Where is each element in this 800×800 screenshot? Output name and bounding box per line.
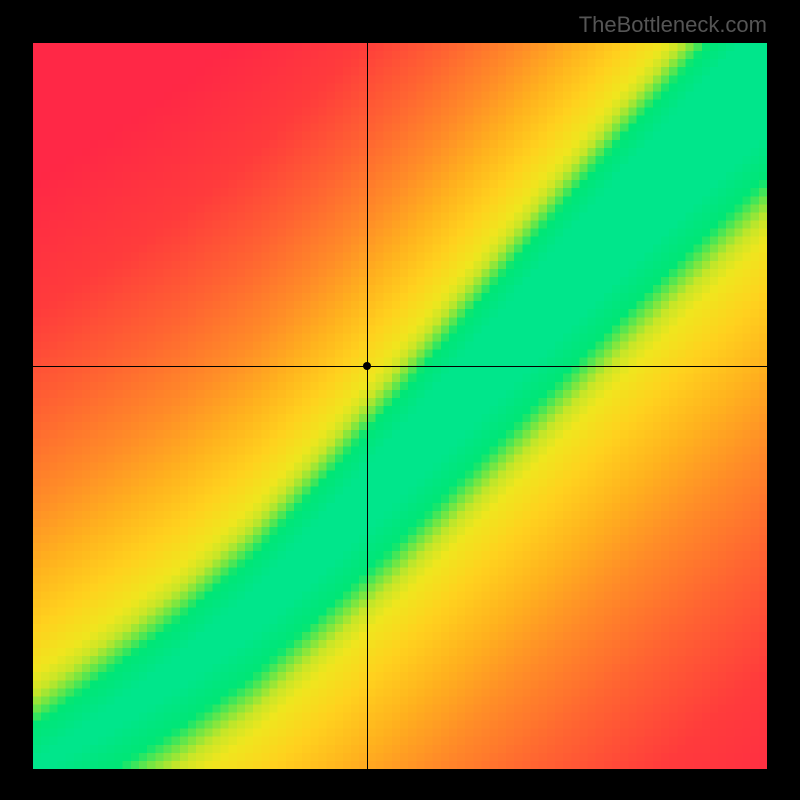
bottleneck-heatmap — [33, 43, 767, 769]
watermark-text: TheBottleneck.com — [579, 12, 767, 38]
crosshair-horizontal — [33, 366, 767, 367]
chart-container: { "chart": { "type": "heatmap", "descrip… — [0, 0, 800, 800]
crosshair-vertical — [367, 43, 368, 769]
marker-dot — [363, 362, 371, 370]
